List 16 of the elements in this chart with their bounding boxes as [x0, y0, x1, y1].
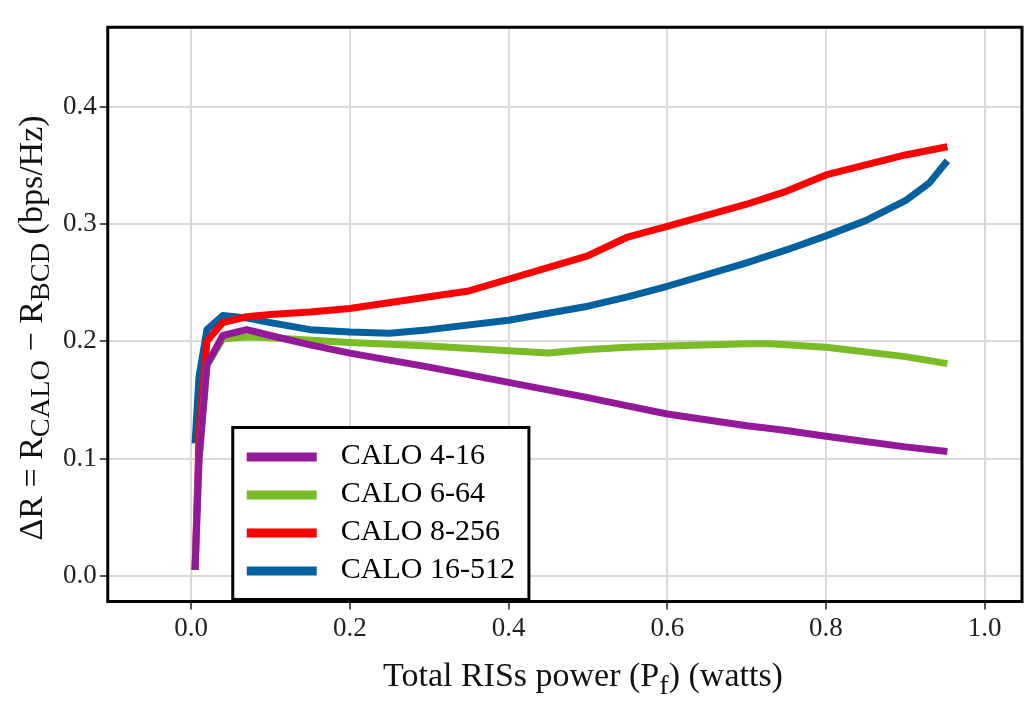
- x-tick-label: 1.0: [967, 611, 1002, 642]
- x-tick-label: 0.8: [809, 611, 843, 642]
- x-tick-label: 0.2: [332, 611, 367, 642]
- y-tick-label: 0.3: [63, 207, 97, 238]
- legend-label: CALO 4-16: [340, 437, 485, 471]
- x-axis-title: Total RISs power (P$_{f}$) (watts): [382, 656, 784, 701]
- legend-label: CALO 6-64: [340, 475, 485, 509]
- y-tick-label: 0.0: [63, 558, 97, 589]
- legend-label: CALO 8-256: [340, 513, 500, 547]
- x-tick-label: 0.0: [174, 611, 208, 642]
- legend-label: CALO 16-512: [340, 551, 515, 585]
- x-tick-label: 0.4: [491, 611, 526, 642]
- y-tick-label: 0.1: [63, 441, 97, 472]
- y-tick-label: 0.2: [63, 324, 97, 355]
- y-tick-label: 0.4: [63, 90, 98, 121]
- x-tick-label: 0.6: [650, 611, 685, 642]
